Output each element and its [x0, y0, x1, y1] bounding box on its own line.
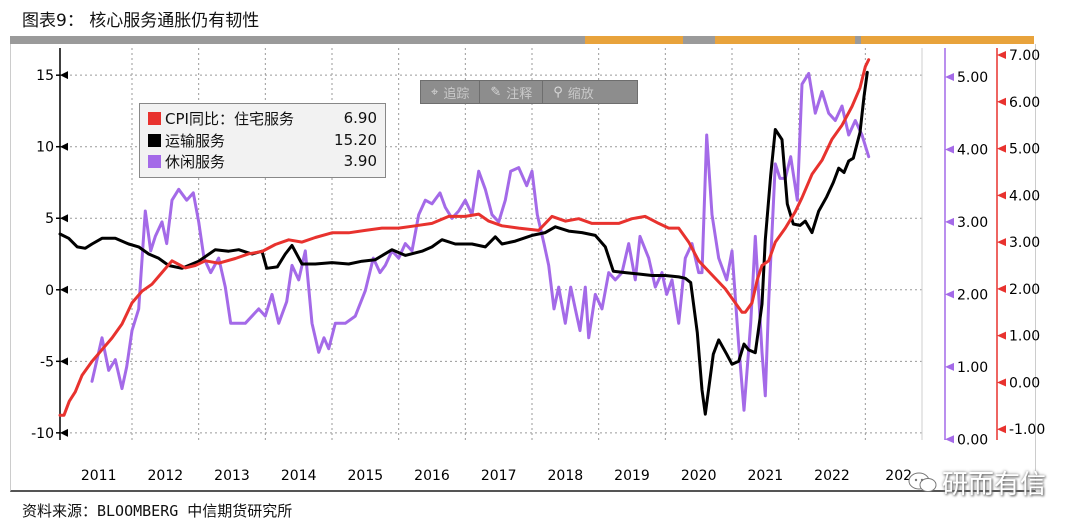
- red-tick-arrow: [997, 191, 1006, 200]
- red-tick-arrow: [997, 51, 1006, 60]
- purple-tick-arrow: [945, 72, 954, 81]
- red-tick-arrow: [997, 331, 1006, 340]
- left-tick-arrow: [60, 214, 68, 223]
- figure-source: 资料来源：BLOOMBERG 中信期货研究所: [22, 502, 293, 520]
- left-tick-label: -5: [40, 354, 54, 370]
- red-tick-label: 0.00: [1009, 375, 1040, 391]
- left-tick-arrow: [60, 285, 68, 294]
- wechat-icon: [908, 472, 938, 494]
- red-tick-label: 4.00: [1009, 188, 1040, 204]
- series-line-1: [58, 58, 871, 417]
- left-tick-label: 15: [36, 68, 54, 84]
- left-tick-arrow: [60, 71, 68, 80]
- purple-tick-label: 3.00: [957, 215, 988, 231]
- crosshair-icon: ⌖: [431, 84, 439, 100]
- x-tick-label: 2021: [748, 468, 784, 484]
- x-tick-label: 2013: [214, 468, 250, 484]
- track-button-label: 追踪: [443, 86, 470, 102]
- legend-swatch-red: [148, 111, 161, 125]
- chart-toolbar: ⌖ 追踪 ✎ 注释 ⚲ 缩放: [420, 80, 638, 104]
- purple-tick-label: 2.00: [957, 287, 988, 303]
- left-tick-arrow: [60, 357, 68, 366]
- legend-swatch-black: [148, 133, 161, 147]
- legend-value: 15.20: [334, 131, 377, 149]
- purple-tick-label: 1.00: [957, 360, 988, 376]
- red-tick-arrow: [997, 97, 1006, 106]
- x-tick-label: 2015: [348, 468, 384, 484]
- legend-item-leisure: 休闲服务 3.90: [148, 151, 377, 171]
- red-tick-label: -1.00: [1009, 422, 1045, 438]
- zoom-button-label: 缩放: [567, 86, 594, 102]
- red-tick-label: 3.00: [1009, 235, 1040, 251]
- left-tick-arrow: [60, 142, 68, 151]
- x-tick-label: 2018: [548, 468, 584, 484]
- figure-title: 图表9： 核心服务通胀仍有韧性: [22, 11, 260, 31]
- magnifier-icon: ⚲: [553, 84, 563, 100]
- annotate-button[interactable]: ✎ 注释: [480, 81, 544, 103]
- legend-swatch-purple: [148, 154, 161, 168]
- x-tick-label: 2011: [81, 468, 117, 484]
- legend-label: CPI同比：住宅服务: [165, 109, 294, 128]
- x-tick-label: 2016: [414, 468, 450, 484]
- red-tick-label: 7.00: [1009, 48, 1040, 64]
- legend-item-transport: 运输服务 15.20: [148, 130, 377, 150]
- red-tick-label: 6.00: [1009, 95, 1040, 111]
- red-tick-label: 1.00: [1009, 329, 1040, 345]
- purple-tick-arrow: [945, 435, 954, 444]
- purple-tick-label: 5.00: [957, 70, 988, 86]
- x-tick-label: 2017: [481, 468, 517, 484]
- left-tick-label: 5: [45, 211, 54, 227]
- red-tick-label: 5.00: [1009, 142, 1040, 158]
- x-tick-label: 2019: [614, 468, 650, 484]
- zoom-button[interactable]: ⚲ 缩放: [543, 81, 604, 103]
- x-tick-label: 2020: [681, 468, 717, 484]
- track-button[interactable]: ⌖ 追踪: [421, 81, 481, 103]
- left-tick-label: -10: [31, 426, 54, 442]
- left-tick-label: 10: [36, 140, 54, 156]
- chart-legend: CPI同比：住宅服务 6.90 运输服务 15.20 休闲服务 3.90: [139, 103, 386, 178]
- legend-item-housing: CPI同比：住宅服务 6.90: [148, 108, 377, 128]
- red-tick-arrow: [997, 238, 1006, 247]
- series-line-0: [58, 70, 869, 416]
- red-tick-arrow: [997, 284, 1006, 293]
- purple-tick-arrow: [945, 145, 954, 154]
- legend-value: 6.90: [343, 109, 377, 127]
- purple-tick-label: 0.00: [957, 432, 988, 448]
- red-tick-arrow: [997, 425, 1006, 434]
- red-tick-label: 2.00: [1009, 282, 1040, 298]
- purple-tick-arrow: [945, 362, 954, 371]
- red-tick-arrow: [997, 144, 1006, 153]
- legend-label: 运输服务: [165, 131, 226, 150]
- x-tick-label: 2012: [148, 468, 184, 484]
- purple-tick-label: 4.00: [957, 142, 988, 158]
- x-tick-label: 202: [885, 468, 912, 484]
- left-tick-label: 0: [45, 283, 54, 299]
- left-tick-arrow: [60, 428, 68, 437]
- terminal-top-bar: [10, 36, 1034, 44]
- legend-value: 3.90: [343, 152, 377, 170]
- purple-tick-arrow: [945, 290, 954, 299]
- x-tick-label: 2022: [814, 468, 850, 484]
- legend-label: 休闲服务: [165, 152, 226, 171]
- pencil-icon: ✎: [490, 84, 502, 100]
- watermark-text: 研而有信: [942, 470, 1047, 500]
- watermark: 研而有信: [908, 464, 1046, 501]
- annotate-button-label: 注释: [506, 86, 533, 102]
- red-tick-arrow: [997, 378, 1006, 387]
- purple-tick-arrow: [945, 217, 954, 226]
- x-tick-label: 2014: [281, 468, 317, 484]
